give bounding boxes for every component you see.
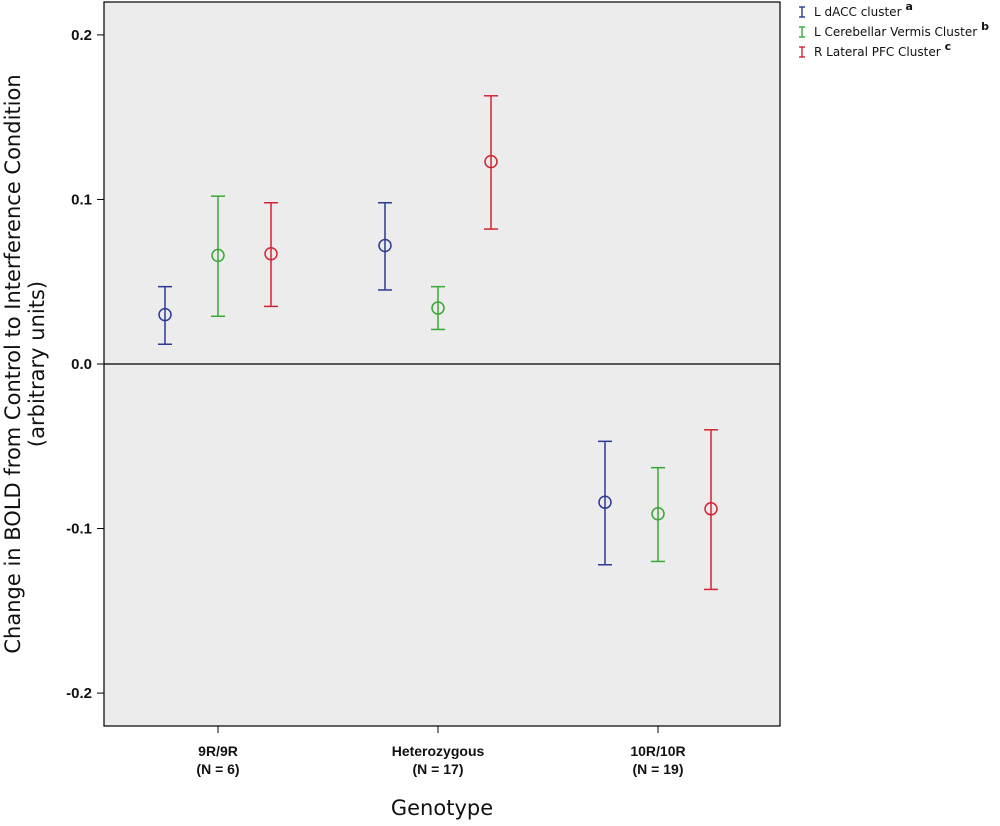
x-tick-sublabel: (N = 17) <box>413 761 464 777</box>
mean-point <box>598 495 612 509</box>
y-tick-label: 0.0 <box>71 356 92 373</box>
legend-entry-label: L dACC cluster <box>814 5 902 19</box>
x-axis-title: Genotype <box>391 796 493 820</box>
mean-point <box>484 154 498 169</box>
legend-entry-label: R Lateral PFC Cluster <box>814 45 941 59</box>
mean-point <box>211 248 225 263</box>
mean-point <box>651 506 665 521</box>
y-tick-label: 0.1 <box>71 191 92 208</box>
mean-point <box>158 307 172 322</box>
legend-entry-superscript: b <box>981 20 989 33</box>
x-tick-label: Heterozygous <box>392 743 485 759</box>
y-tick-label: 0.2 <box>71 27 92 44</box>
y-axis-title-units: (arbitrary units) <box>25 281 49 447</box>
x-tick-label: 10R/10R <box>630 743 685 759</box>
legend-entry-superscript: a <box>906 0 913 13</box>
mean-point <box>264 247 278 261</box>
mean-point <box>378 238 392 253</box>
x-tick-sublabel: (N = 6) <box>196 761 239 777</box>
mean-point <box>704 502 718 516</box>
y-tick-label: -0.2 <box>66 685 92 702</box>
y-axis-title: Change in BOLD from Control to Interfere… <box>1 74 25 653</box>
mean-point <box>431 301 445 315</box>
legend-entry-label: L Cerebellar Vermis Cluster <box>814 25 977 39</box>
y-tick-label: -0.1 <box>66 521 92 538</box>
legend-entry-superscript: c <box>945 40 952 53</box>
x-tick-sublabel: (N = 19) <box>633 761 684 777</box>
x-tick-label: 9R/9R <box>198 743 238 759</box>
